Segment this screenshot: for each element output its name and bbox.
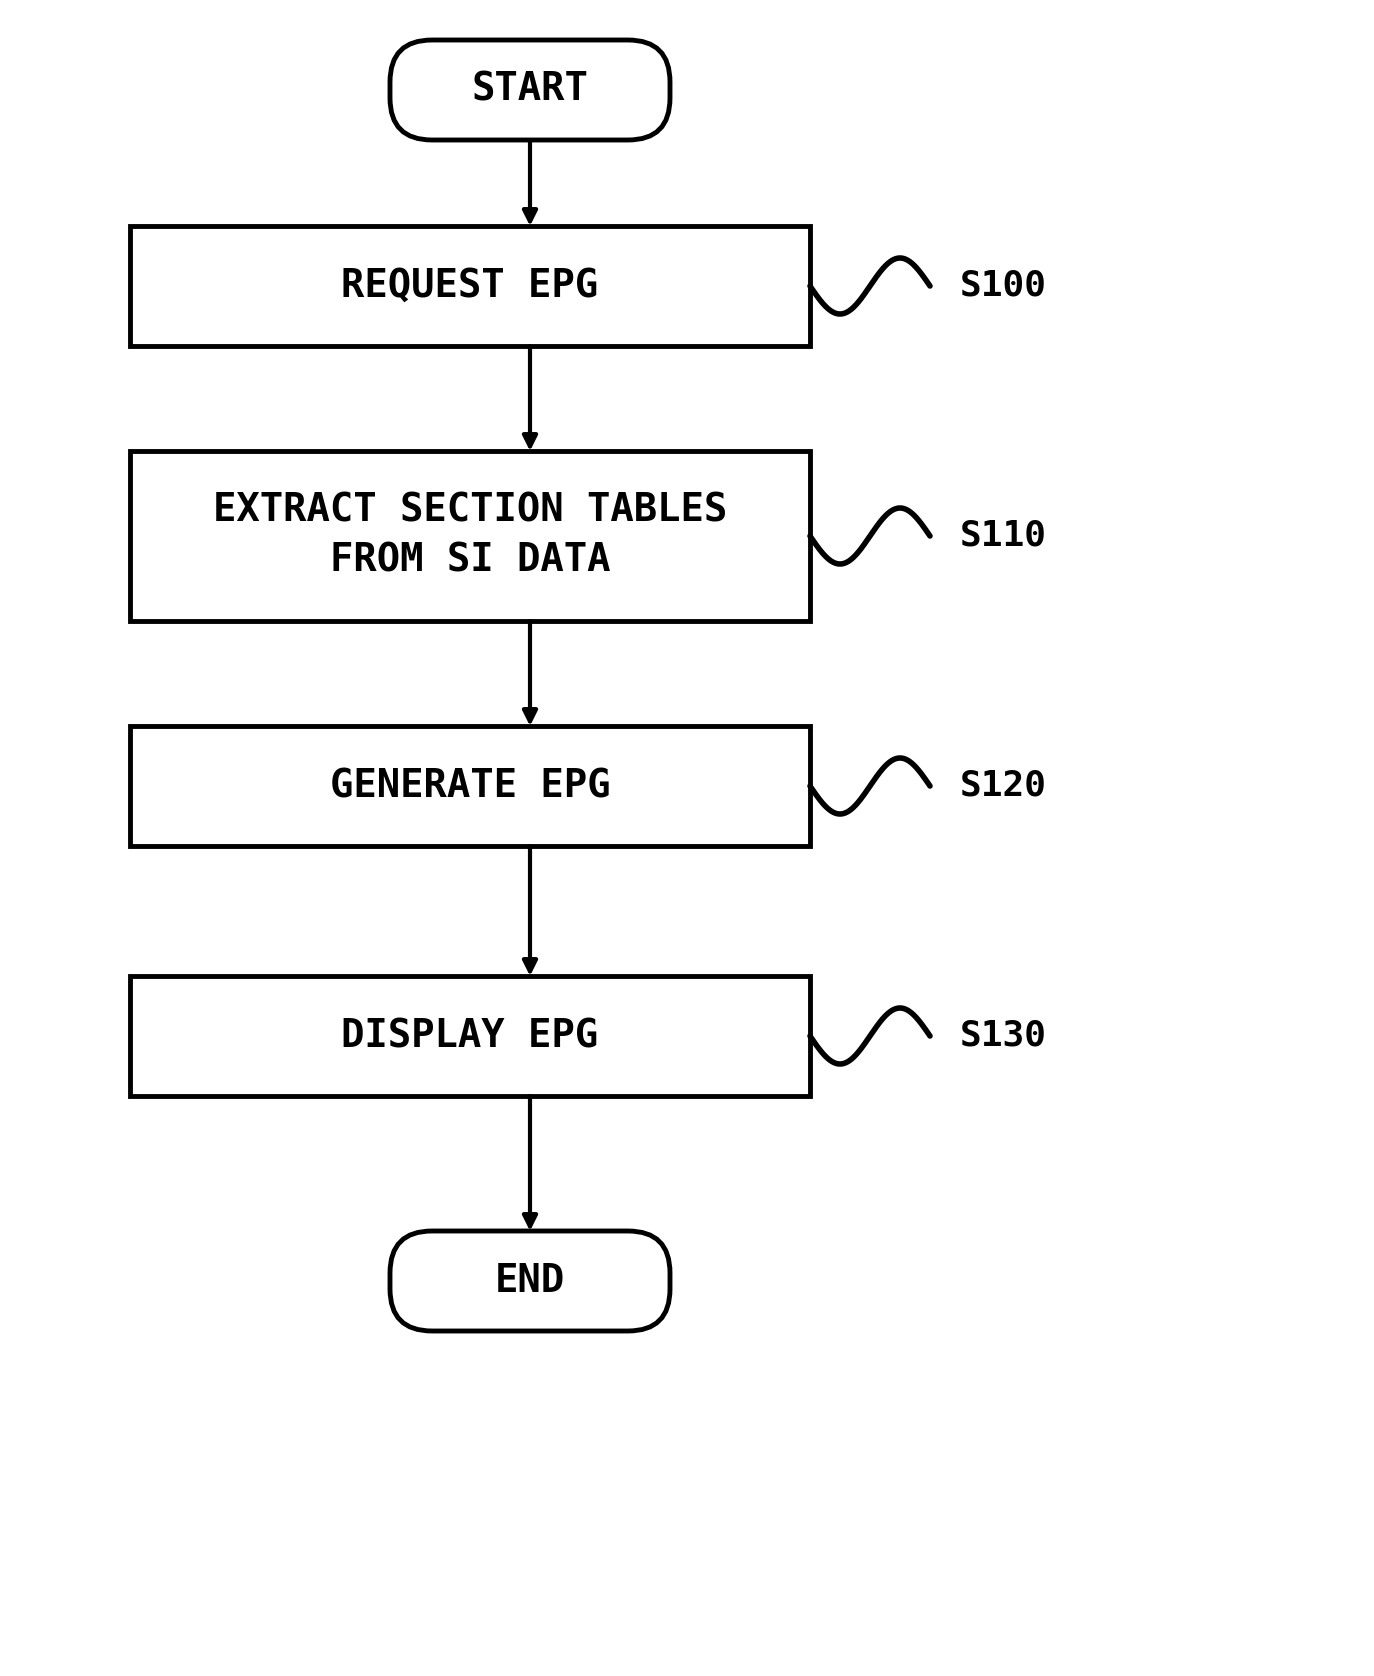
Bar: [131, 726, 811, 846]
Bar: [131, 451, 811, 622]
Text: GENERATE EPG: GENERATE EPG: [330, 768, 610, 804]
FancyBboxPatch shape: [390, 1230, 671, 1331]
FancyBboxPatch shape: [390, 40, 671, 141]
Text: S100: S100: [960, 270, 1047, 303]
Text: END: END: [495, 1262, 565, 1301]
Bar: [131, 975, 811, 1096]
Bar: [131, 226, 811, 345]
Text: START: START: [471, 70, 588, 109]
Text: EXTRACT SECTION TABLES
FROM SI DATA: EXTRACT SECTION TABLES FROM SI DATA: [213, 493, 727, 580]
Text: DISPLAY EPG: DISPLAY EPG: [341, 1017, 599, 1054]
Text: REQUEST EPG: REQUEST EPG: [341, 266, 599, 305]
Text: S120: S120: [960, 769, 1047, 803]
Text: S110: S110: [960, 520, 1047, 553]
Text: S130: S130: [960, 1019, 1047, 1053]
